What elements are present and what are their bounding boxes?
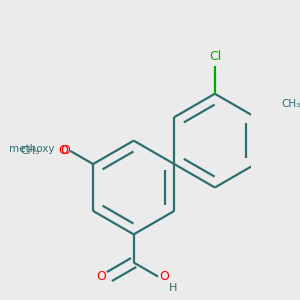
Text: Cl: Cl (209, 50, 221, 63)
Text: CH₃: CH₃ (281, 99, 300, 109)
Text: O: O (159, 270, 169, 283)
Text: O: O (97, 270, 106, 283)
Text: O: O (61, 144, 70, 158)
Text: O: O (58, 144, 68, 158)
Text: H: H (169, 283, 178, 293)
Text: CH₃: CH₃ (20, 146, 39, 156)
Text: methoxy: methoxy (9, 144, 54, 154)
